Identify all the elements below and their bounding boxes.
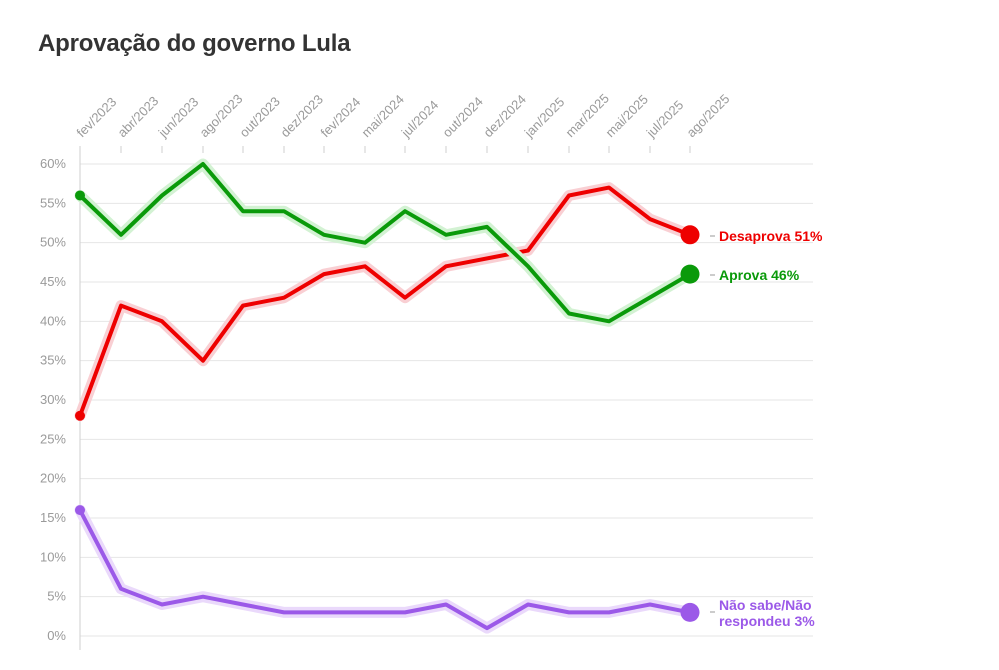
x-tick-label: dez/2024 bbox=[481, 92, 529, 140]
nao_sabe-end-label-line2: respondeu 3% bbox=[719, 613, 815, 629]
y-tick-label: 20% bbox=[40, 471, 66, 486]
aprova-line bbox=[78, 162, 692, 324]
y-tick-label: 25% bbox=[40, 431, 66, 446]
y-tick-label: 35% bbox=[40, 353, 66, 368]
y-tick-label: 60% bbox=[40, 156, 66, 171]
x-tick-label: abr/2023 bbox=[115, 93, 162, 140]
x-tick-label: mai/2025 bbox=[603, 92, 651, 140]
y-tick-label: 30% bbox=[40, 392, 66, 407]
aprova-point bbox=[680, 264, 700, 284]
y-tick-label: 10% bbox=[40, 549, 66, 564]
series-end-labels: Desaprova 51% Aprova 46% Não sabe/Nãorespo… bbox=[710, 228, 823, 629]
desaprova-line bbox=[78, 185, 692, 418]
x-tick-label: ago/2023 bbox=[197, 91, 246, 140]
nao_sabe-end-label: Não sabe/Não bbox=[719, 597, 812, 613]
y-tick-label: 55% bbox=[40, 195, 66, 210]
nao_sabe-line bbox=[78, 508, 692, 631]
y-tick-label: 40% bbox=[40, 313, 66, 328]
chart-title: Aprovação do governo Lula bbox=[38, 30, 351, 57]
desaprova-point bbox=[75, 410, 85, 421]
y-tick-label: 0% bbox=[47, 628, 66, 643]
grid-lines bbox=[79, 150, 813, 650]
x-tick-label: dez/2023 bbox=[278, 92, 326, 140]
desaprova-end-label: Desaprova 51% bbox=[719, 228, 823, 244]
x-tick-label: fev/2023 bbox=[74, 94, 120, 140]
nao_sabe-halo bbox=[74, 504, 696, 634]
x-tick-label: out/2024 bbox=[440, 94, 486, 140]
nao_sabe-point bbox=[75, 505, 85, 516]
y-tick-label: 50% bbox=[40, 235, 66, 250]
x-tick-label: ago/2025 bbox=[684, 91, 733, 140]
x-tick-label: mai/2024 bbox=[359, 92, 407, 140]
x-axis: fev/2023abr/2023jun/2023ago/2023out/2023… bbox=[74, 91, 733, 153]
x-tick-label: jun/2023 bbox=[155, 94, 202, 141]
desaprova-point bbox=[680, 225, 700, 245]
y-tick-label: 5% bbox=[47, 589, 66, 604]
series-lines bbox=[74, 158, 700, 634]
y-tick-label: 45% bbox=[40, 274, 66, 289]
aprova-end-label: Aprova 46% bbox=[719, 267, 800, 283]
y-axis: 0% 5% 10% 15% 20% 25% 30% 35% 40% 45% 50% 55% 60% bbox=[40, 156, 66, 643]
nao_sabe-point bbox=[680, 602, 700, 622]
y-tick-label: 15% bbox=[40, 510, 66, 525]
aprova-point bbox=[75, 190, 85, 201]
